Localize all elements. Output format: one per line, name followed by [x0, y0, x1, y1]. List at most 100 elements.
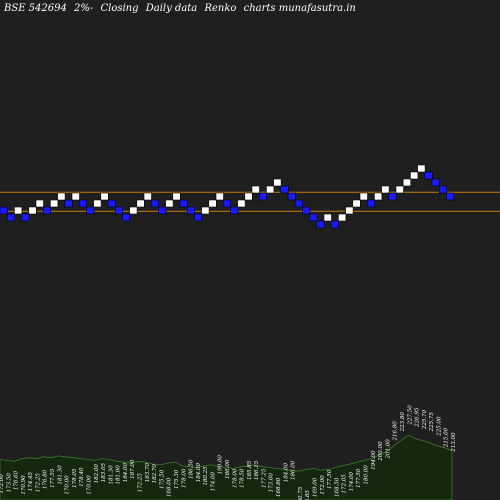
down-brick	[280, 185, 289, 194]
volume-label: 225.00	[436, 416, 442, 437]
down-brick	[366, 199, 376, 208]
volume-label: 186.00	[291, 460, 297, 480]
volume-label: 174.00	[210, 472, 216, 492]
volume-label: 173.50	[6, 473, 12, 493]
volume-label: 184.00	[283, 463, 289, 483]
down-brick	[158, 206, 167, 215]
volume-label: 176.60	[14, 470, 20, 490]
volume-label: 170.90	[21, 475, 27, 495]
up-brick	[338, 213, 347, 222]
volume-label: 186.00	[225, 459, 231, 479]
up-brick	[165, 199, 174, 208]
down-brick	[194, 213, 203, 222]
volume-label: 177.25	[262, 468, 268, 488]
header-chart-kind: Renko	[204, 3, 237, 14]
down-brick	[230, 206, 239, 215]
volume-label: 172.00	[320, 475, 326, 495]
header-box-size: 2%-	[74, 3, 94, 14]
volume-label: 213.00	[451, 432, 457, 453]
up-brick	[14, 206, 23, 215]
volume-label: 186.15	[254, 460, 260, 480]
down-brick	[150, 199, 159, 208]
up-brick	[273, 178, 282, 187]
volume-label: 172.05	[342, 474, 348, 494]
up-brick	[215, 192, 224, 201]
volume-label: 156.85	[305, 490, 311, 500]
down-brick	[446, 192, 455, 201]
up-brick	[136, 199, 145, 208]
volume-label: 225.70	[422, 409, 428, 430]
volume-labels: 172.00 173.50 176.60 170.90 174.45 172.25 176.…	[0, 405, 457, 500]
volume-label: 178.40	[79, 467, 85, 487]
up-brick	[402, 178, 412, 187]
down-brick	[107, 199, 116, 208]
volume-label: 168.50	[334, 477, 340, 497]
volume-label: 223.80	[400, 412, 406, 433]
volume-label: 169.00	[313, 477, 319, 497]
volume-label: 177.55	[50, 468, 56, 488]
down-brick	[179, 199, 188, 208]
up-brick	[93, 199, 102, 208]
up-brick	[57, 192, 66, 201]
down-brick	[388, 192, 397, 201]
up-brick	[374, 192, 383, 201]
volume-label: 181.30	[57, 465, 63, 485]
chart-header: BSE 542694 2%- Closing Daily data Renko …	[4, 3, 360, 14]
up-brick	[143, 192, 152, 201]
up-brick	[71, 192, 80, 201]
volume-label: 168.00	[167, 477, 173, 497]
down-brick	[0, 206, 8, 215]
volume-label: 177.50	[327, 469, 333, 489]
up-brick	[359, 192, 368, 201]
resistance-lines	[0, 191, 500, 212]
down-brick	[114, 206, 123, 215]
header-frequency: Daily data	[145, 3, 198, 14]
up-brick	[100, 192, 109, 201]
volume-label: 215.00	[444, 427, 450, 448]
up-brick	[201, 206, 210, 215]
volume-label: 172.25	[138, 473, 144, 493]
volume-label: 172.25	[36, 473, 42, 493]
down-brick	[86, 206, 95, 215]
volume-label: 187.00	[130, 459, 136, 479]
up-brick	[172, 192, 181, 201]
volume-label: 178.50	[240, 468, 246, 488]
up-brick	[410, 171, 419, 180]
up-brick	[251, 185, 260, 194]
volume-label: 175.30	[174, 469, 180, 489]
up-brick	[35, 199, 44, 208]
down-brick	[258, 192, 268, 201]
volume-label: 201.00	[385, 439, 391, 460]
down-brick	[6, 213, 15, 222]
volume-label: 175.50	[159, 469, 165, 489]
renko-bricks	[0, 164, 455, 229]
volume-label: 180.25	[203, 466, 209, 486]
down-brick	[431, 178, 440, 187]
down-brick	[438, 185, 448, 194]
up-brick	[417, 164, 426, 173]
down-brick	[424, 171, 433, 180]
volume-label: 174.00	[349, 472, 355, 492]
volume-area	[0, 434, 453, 500]
up-brick	[129, 206, 138, 215]
volume-label: 186.50	[189, 459, 195, 479]
header-source: charts munafasutra.in	[243, 3, 356, 14]
up-brick	[345, 206, 354, 215]
volume-label: 173.00	[269, 473, 275, 493]
volume-label: 174.45	[28, 472, 34, 492]
volume-label: 170.00	[87, 475, 93, 495]
down-brick	[78, 199, 87, 208]
down-brick	[222, 199, 231, 208]
volume-label: 178.05	[72, 468, 78, 488]
volume-label: 182.70	[152, 464, 158, 484]
down-brick	[64, 199, 73, 208]
up-brick	[352, 199, 361, 208]
volume-label: 183.05	[101, 463, 107, 483]
volume-label: 194.00	[371, 450, 377, 470]
volume-label: 182.00	[94, 464, 100, 484]
volume-label: 160.75	[298, 486, 304, 500]
volume-series	[0, 434, 453, 500]
volume-label: 177.50	[356, 468, 362, 488]
